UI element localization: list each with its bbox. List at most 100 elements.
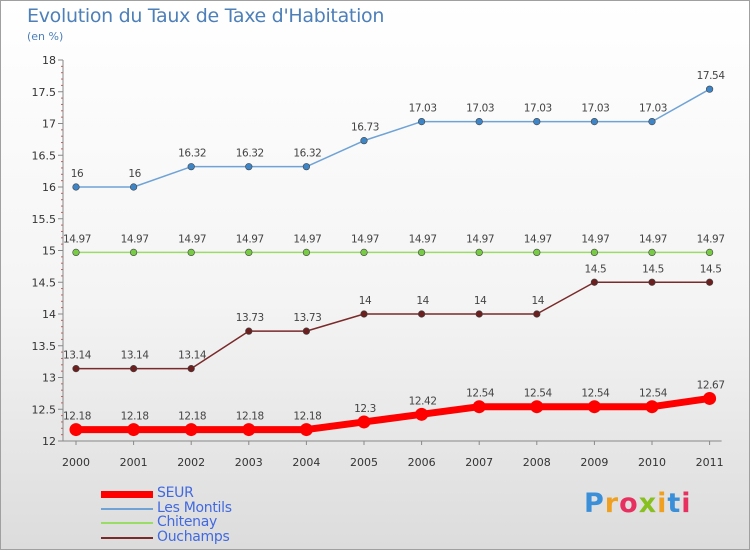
- data-point-ouchamps: [590, 278, 599, 286]
- x-tick-label: 2011: [696, 456, 724, 469]
- data-label-seur: 12.18: [178, 411, 206, 423]
- logo-letter: o: [619, 488, 639, 519]
- x-tick-label: 2006: [408, 456, 436, 469]
- data-label-les-montils: 17.03: [409, 103, 437, 115]
- y-tick-label: 17.5: [32, 86, 57, 99]
- data-point-chitenay: [475, 248, 483, 257]
- x-tick-label: 2001: [120, 456, 148, 469]
- data-label-seur: 12.54: [639, 388, 668, 400]
- data-label-ouchamps: 13.73: [236, 312, 264, 324]
- legend-swatch: [101, 522, 153, 524]
- y-tick-label: 12.5: [32, 403, 57, 416]
- data-point-les-montils: [187, 163, 195, 171]
- data-point-les-montils: [590, 117, 599, 126]
- data-point-ouchamps: [418, 310, 426, 318]
- data-label-les-montils: 16.73: [351, 122, 379, 134]
- legend-label: SEUR: [157, 485, 194, 501]
- data-point-seur: [357, 415, 371, 429]
- y-tick-label: 16: [42, 181, 56, 194]
- data-point-seur: [415, 407, 429, 421]
- x-tick-label: 2008: [523, 456, 551, 469]
- data-point-chitenay: [302, 248, 311, 257]
- data-point-les-montils: [418, 117, 426, 126]
- data-point-ouchamps: [130, 365, 138, 373]
- data-label-ouchamps: 14: [474, 295, 487, 307]
- series-line-seur: [72, 394, 714, 434]
- data-label-ouchamps: 14: [359, 295, 372, 307]
- data-point-seur: [530, 400, 544, 414]
- data-point-chitenay: [245, 248, 253, 257]
- data-label-chitenay: 14.97: [409, 233, 437, 245]
- x-tick-label: 2009: [580, 456, 608, 469]
- data-label-ouchamps: 13.14: [121, 350, 150, 362]
- data-point-seur: [587, 400, 601, 414]
- data-point-ouchamps: [533, 310, 541, 318]
- data-label-seur: 12.3: [354, 403, 376, 415]
- data-label-seur: 12.67: [697, 379, 725, 391]
- data-point-chitenay: [72, 248, 80, 257]
- data-label-ouchamps: 14.5: [700, 263, 722, 275]
- y-tick-label: 15.5: [32, 213, 57, 226]
- data-label-les-montils: 16.32: [293, 148, 321, 160]
- y-tick-label: 13.5: [32, 340, 57, 353]
- data-label-seur: 12.18: [63, 411, 91, 423]
- data-label-les-montils: 17.54: [697, 70, 726, 82]
- data-label-ouchamps: 14: [532, 295, 545, 307]
- data-label-les-montils: 16.32: [236, 148, 264, 160]
- logo-letter: i: [681, 488, 692, 519]
- legend-label: Chitenay: [157, 514, 217, 530]
- data-point-chitenay: [590, 248, 599, 257]
- data-label-les-montils: 17.03: [581, 103, 609, 115]
- data-label-les-montils: 17.03: [639, 103, 667, 115]
- legend-swatch: [101, 507, 153, 510]
- data-label-les-montils: 16: [71, 168, 84, 180]
- data-point-chitenay: [187, 248, 195, 257]
- data-point-seur: [472, 400, 486, 414]
- data-label-chitenay: 14.97: [639, 233, 667, 245]
- data-label-chitenay: 14.97: [178, 233, 206, 245]
- data-point-ouchamps: [72, 365, 80, 373]
- x-tick-label: 2005: [350, 456, 378, 469]
- data-point-ouchamps: [302, 327, 311, 335]
- data-label-chitenay: 14.97: [466, 233, 494, 245]
- data-label-chitenay: 14.97: [63, 233, 91, 245]
- data-point-ouchamps: [648, 278, 656, 286]
- data-point-les-montils: [648, 117, 656, 126]
- data-point-ouchamps: [705, 278, 714, 286]
- logo-letter: P: [584, 488, 605, 519]
- data-point-ouchamps: [360, 310, 368, 318]
- data-point-ouchamps: [475, 310, 483, 318]
- x-tick-label: 2004: [292, 456, 320, 469]
- logo-letter: x: [638, 488, 658, 519]
- chart-title: Evolution du Taux de Taxe d'Habitation: [27, 5, 385, 27]
- data-point-seur: [127, 423, 141, 437]
- proxiti-logo: Proxiti: [584, 488, 692, 519]
- y-tick-label: 14: [42, 308, 56, 321]
- data-point-les-montils: [475, 117, 483, 126]
- legend-label: Ouchamps: [157, 528, 230, 545]
- y-tick-label: 15: [42, 245, 56, 258]
- series-line-les-montils: [75, 88, 711, 188]
- y-tick-label: 13: [42, 372, 56, 385]
- data-label-ouchamps: 13.73: [293, 312, 321, 324]
- logo-letter: t: [667, 488, 682, 519]
- data-label-seur: 12.18: [236, 411, 264, 423]
- data-point-les-montils: [360, 137, 368, 145]
- data-label-ouchamps: 13.14: [63, 350, 92, 362]
- data-point-chitenay: [533, 248, 541, 257]
- data-label-chitenay: 14.97: [351, 233, 379, 245]
- data-label-ouchamps: 13.14: [178, 350, 207, 362]
- legend-label: Les Montils: [157, 499, 232, 516]
- data-point-seur: [242, 423, 256, 437]
- x-tick-label: 2010: [638, 456, 666, 469]
- data-point-seur: [299, 423, 313, 437]
- data-label-ouchamps: 14.5: [642, 263, 664, 275]
- data-point-chitenay: [418, 248, 426, 257]
- data-label-ouchamps: 14: [416, 295, 429, 307]
- data-point-ouchamps: [187, 365, 195, 373]
- logo-letter: r: [604, 488, 620, 519]
- data-point-ouchamps: [245, 327, 253, 335]
- legend-swatch: [101, 536, 153, 539]
- data-label-seur: 12.18: [293, 411, 321, 423]
